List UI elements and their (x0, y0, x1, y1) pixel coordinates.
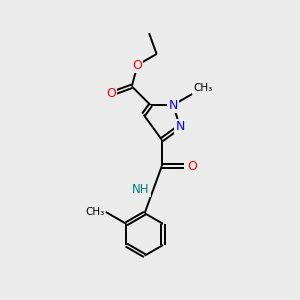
Text: O: O (187, 160, 197, 173)
Text: CH₃: CH₃ (85, 207, 104, 217)
Text: N: N (175, 120, 185, 133)
Text: NH: NH (132, 183, 150, 196)
Text: N: N (168, 99, 178, 112)
Text: O: O (133, 58, 142, 71)
Text: O: O (106, 87, 116, 101)
Text: CH₃: CH₃ (194, 82, 213, 93)
